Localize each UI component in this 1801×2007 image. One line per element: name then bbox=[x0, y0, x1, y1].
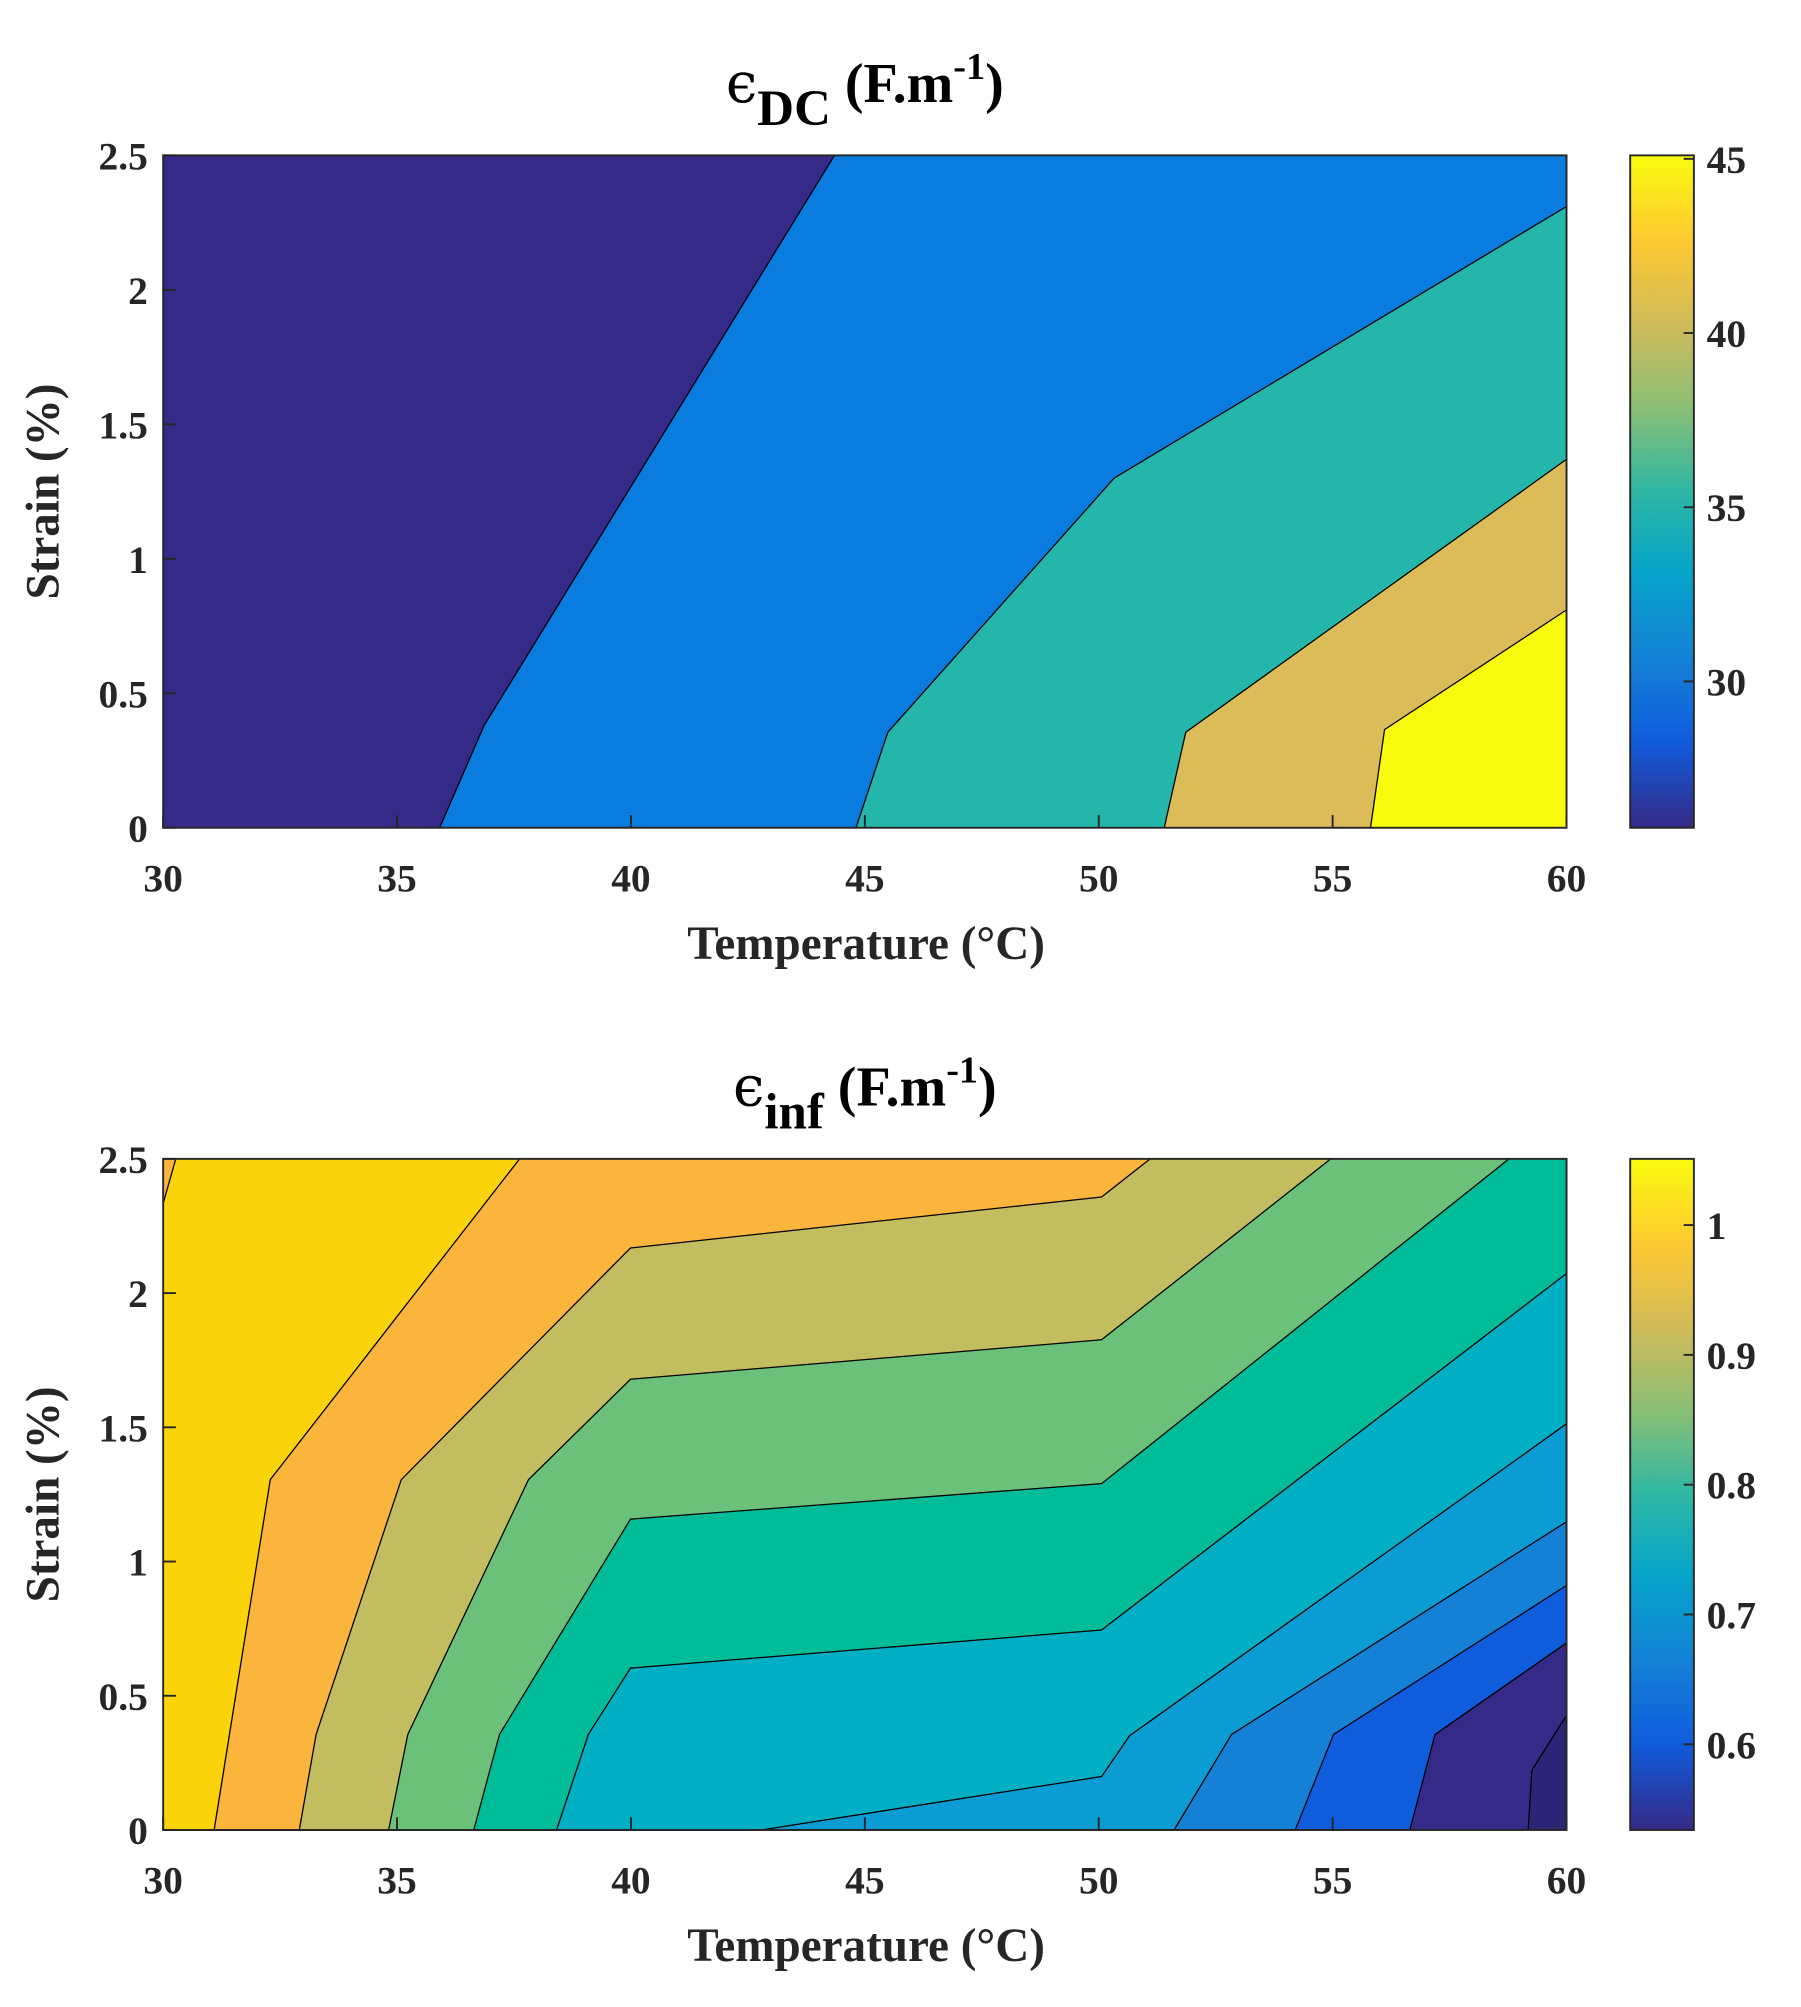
colorbar-tick-label: 1 bbox=[1707, 1204, 1727, 1248]
chart-title: ϵinf (F.m-1) bbox=[733, 1049, 997, 1140]
x-tick-label: 45 bbox=[845, 1859, 884, 1903]
x-tick-label: 50 bbox=[1079, 856, 1118, 900]
y-tick-label: 1.5 bbox=[99, 403, 148, 447]
y-axis-label: Strain (%) bbox=[18, 1386, 70, 1602]
x-tick-label: 35 bbox=[377, 856, 416, 900]
chart-title: ϵDC (F.m-1) bbox=[726, 46, 1004, 137]
colorbar bbox=[1629, 1157, 1695, 1831]
contour-chart: ϵDC (F.m-1) 30 35 40 45 50 55 60 0 0.5 1 1.5 2 2.5 Tem… bbox=[18, 46, 1746, 970]
y-tick-label: 2 bbox=[128, 1272, 148, 1316]
colorbar-tick-label: 0.6 bbox=[1707, 1723, 1756, 1767]
title-text: (F.m bbox=[831, 53, 953, 115]
y-tick-label: 0.5 bbox=[99, 672, 148, 716]
y-tick-label: 2.5 bbox=[99, 1138, 148, 1182]
title-symbol: ϵ bbox=[726, 51, 757, 116]
y-tick-label: 1.5 bbox=[99, 1406, 148, 1450]
colorbar-tick-label: 0.7 bbox=[1707, 1594, 1756, 1638]
title-symbol: ϵ bbox=[733, 1054, 764, 1119]
colorbar-tick-label: 30 bbox=[1707, 660, 1746, 704]
colorbar bbox=[1629, 154, 1695, 829]
y-tick-label: 1 bbox=[128, 538, 148, 582]
y-tick-label: 0.5 bbox=[99, 1675, 148, 1719]
title-end: ) bbox=[978, 1056, 997, 1118]
colorbar-tick-label: 0.9 bbox=[1707, 1334, 1756, 1378]
x-tick-label: 35 bbox=[377, 1859, 416, 1903]
y-tick-label: 1 bbox=[128, 1541, 148, 1585]
title-superscript: -1 bbox=[946, 1049, 978, 1091]
y-tick-label: 2 bbox=[128, 269, 148, 313]
x-tick-label: 30 bbox=[143, 1859, 182, 1903]
y-tick-label: 0 bbox=[128, 807, 148, 851]
x-tick-label: 55 bbox=[1313, 856, 1352, 900]
colorbar-tick-label: 0.8 bbox=[1707, 1464, 1756, 1508]
x-tick-label: 40 bbox=[611, 856, 650, 900]
contour-chart: ϵinf (F.m-1) 30 35 40 45 50 55 60 0 0.5 1 1.5 2 2.5 Te… bbox=[18, 1049, 1756, 1972]
x-axis-label: Temperature (°C) bbox=[687, 918, 1045, 970]
title-subscript: DC bbox=[757, 81, 831, 137]
x-axis-label: Temperature (°C) bbox=[687, 1920, 1045, 1972]
x-tick-label: 40 bbox=[611, 1859, 650, 1903]
x-tick-label: 45 bbox=[845, 856, 884, 900]
title-superscript: -1 bbox=[953, 46, 985, 88]
colorbar-tick-label: 40 bbox=[1707, 312, 1746, 356]
y-axis-label: Strain (%) bbox=[18, 384, 70, 600]
x-tick-label: 60 bbox=[1547, 856, 1586, 900]
x-tick-label: 55 bbox=[1313, 1859, 1352, 1903]
x-tick-label: 60 bbox=[1547, 1859, 1586, 1903]
title-text: (F.m bbox=[824, 1056, 946, 1118]
y-tick-label: 2.5 bbox=[99, 134, 148, 178]
colorbar-tick-label: 35 bbox=[1707, 486, 1746, 530]
y-tick-label: 0 bbox=[128, 1809, 148, 1853]
title-end: ) bbox=[985, 53, 1004, 115]
x-tick-label: 30 bbox=[143, 856, 182, 900]
x-tick-label: 50 bbox=[1079, 1859, 1118, 1903]
title-subscript: inf bbox=[764, 1084, 824, 1140]
colorbar-tick-label: 45 bbox=[1707, 138, 1746, 182]
